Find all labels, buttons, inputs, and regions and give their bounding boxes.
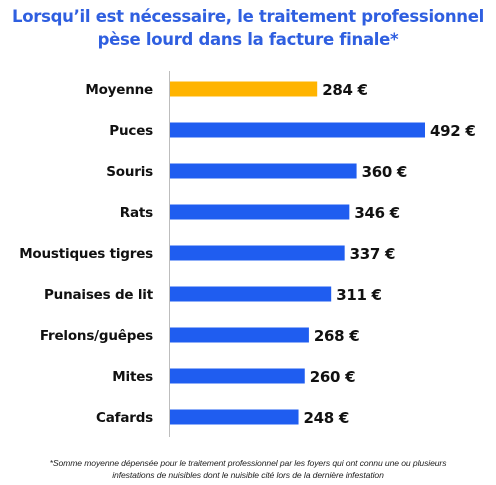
chart-title-line-1: Lorsqu’il est nécessaire, le traitement … — [12, 7, 484, 26]
bar — [170, 327, 309, 343]
bar-highlight — [170, 81, 318, 97]
value-label: 337 € — [350, 245, 395, 263]
bar-row: Punaises de lit 311 € — [44, 286, 382, 304]
category-label: Punaises de lit — [44, 287, 154, 303]
category-label: Puces — [109, 123, 153, 139]
bar-row: Mites 260 € — [112, 368, 355, 386]
chart-title: Lorsqu’il est nécessaire, le traitement … — [0, 5, 496, 51]
footnote-line-2: infestations de nuisibles dont le nuisib… — [112, 470, 384, 480]
bar-row: Souris 360 € — [106, 163, 407, 181]
value-label: 492 € — [430, 122, 475, 140]
category-label: Cafards — [96, 410, 153, 426]
chart-title-line-2: pèse lourd dans la facture finale* — [97, 30, 399, 49]
bar — [170, 204, 350, 220]
bar — [170, 409, 299, 425]
bar — [170, 368, 305, 384]
value-label: 260 € — [310, 368, 355, 386]
footnote-line-1: *Somme moyenne dépensée pour le traiteme… — [49, 458, 447, 468]
category-label: Frelons/guêpes — [40, 328, 153, 344]
value-label: 268 € — [314, 327, 359, 345]
category-label: Mites — [112, 369, 153, 385]
value-label: 248 € — [304, 409, 349, 427]
value-label: 284 € — [322, 81, 367, 99]
value-label: 346 € — [354, 204, 399, 222]
bar-row: Frelons/guêpes 268 € — [40, 327, 360, 345]
bar — [170, 122, 425, 138]
bar — [170, 245, 345, 261]
bar-row: Moustiques tigres 337 € — [19, 245, 395, 263]
category-label: Moustiques tigres — [19, 246, 153, 262]
bar-row: Puces 492 € — [109, 122, 475, 140]
category-label: Souris — [106, 164, 153, 180]
category-label: Moyenne — [85, 82, 153, 98]
bar-row: Moyenne 284 € — [85, 81, 368, 99]
bar-rows: Moyenne 284 € Puces 492 € Souris 360 € Rats 346… — [19, 81, 476, 427]
category-label: Rats — [120, 205, 153, 221]
footnote: *Somme moyenne dépensée pour le traiteme… — [0, 457, 496, 481]
value-label: 360 € — [362, 163, 407, 181]
value-label: 311 € — [336, 286, 381, 304]
bar — [170, 163, 357, 179]
bar-row: Rats 346 € — [120, 204, 400, 222]
bar-row: Cafards 248 € — [96, 409, 349, 427]
bar — [170, 286, 332, 302]
bar-chart: Moyenne 284 € Puces 492 € Souris 360 € Rats 346… — [19, 71, 476, 437]
